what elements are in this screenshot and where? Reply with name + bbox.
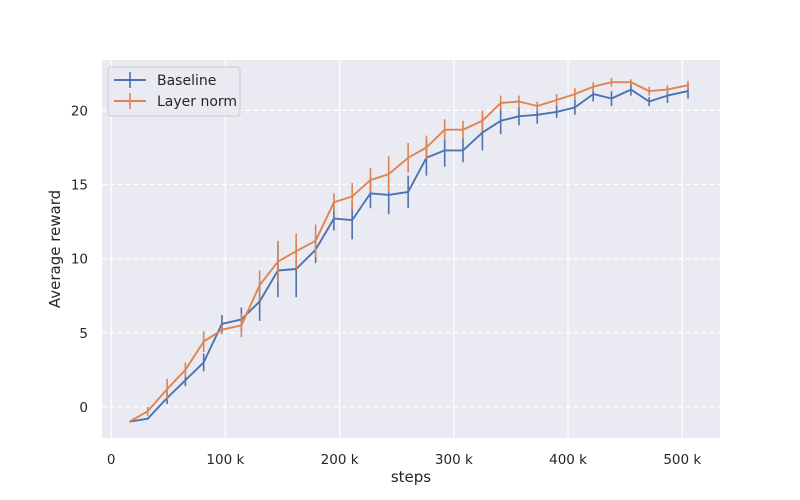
x-tick-label: 200 k [321, 452, 359, 468]
x-tick-label: 400 k [549, 452, 587, 468]
legend-label: Layer norm [157, 94, 237, 110]
y-tick-label: 5 [79, 326, 88, 342]
x-tick-labels: 0 100 k 200 k 300 k 400 k 500 k [107, 452, 702, 468]
y-tick-label: 10 [71, 252, 88, 268]
y-tick-label: 20 [71, 103, 88, 119]
x-tick-label: 500 k [663, 452, 701, 468]
plot-background [102, 60, 720, 438]
x-tick-label: 300 k [435, 452, 473, 468]
y-tick-label: 15 [71, 178, 88, 194]
x-axis-label: steps [391, 468, 431, 486]
grid [102, 60, 720, 438]
x-tick-label: 100 k [206, 452, 244, 468]
series-layer-norm [128, 77, 689, 423]
y-axis-label: Average reward [46, 190, 64, 308]
series-line [128, 81, 689, 423]
x-tick-label: 0 [107, 452, 116, 468]
legend: Baseline Layer norm [107, 66, 241, 117]
y-tick-label: 0 [79, 400, 88, 416]
legend-label: Baseline [157, 73, 216, 89]
series-line [129, 88, 689, 423]
series-layer [128, 77, 689, 423]
y-tick-labels: 0 5 10 15 20 [71, 103, 88, 415]
